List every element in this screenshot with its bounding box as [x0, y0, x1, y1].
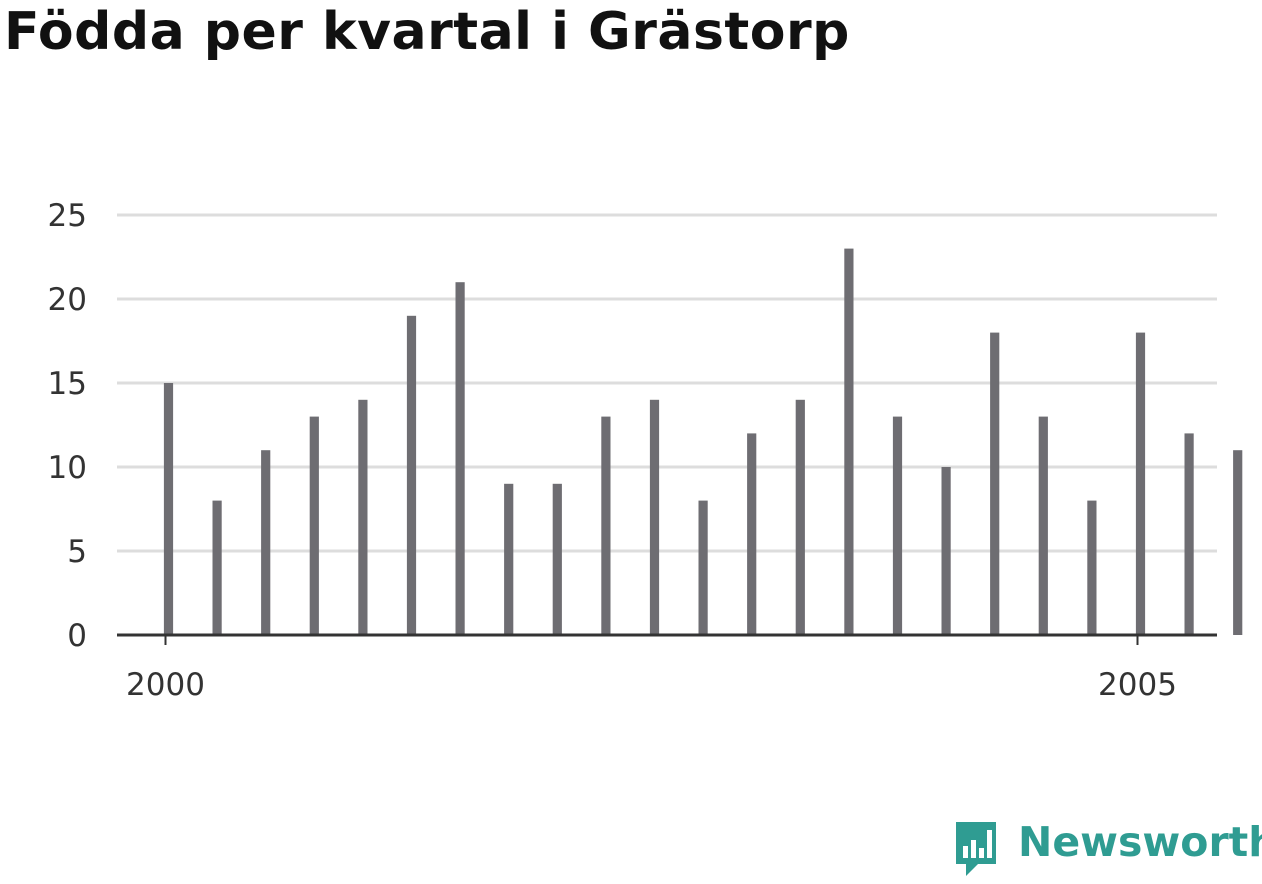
bar: [1184, 433, 1194, 635]
y-tick-label: 0: [67, 618, 87, 654]
bar: [601, 416, 611, 635]
bar: [406, 315, 417, 635]
bar: [1135, 332, 1146, 635]
brand-name: Newsworthy: [1018, 818, 1262, 866]
newsworthy-icon: [956, 822, 996, 876]
bar: [795, 399, 805, 635]
bar: [990, 332, 1000, 635]
x-tick-label: 2005: [1098, 667, 1177, 703]
y-tick-label: 25: [48, 198, 87, 234]
bar: [892, 416, 903, 635]
bar: [504, 483, 514, 635]
bar: [698, 500, 708, 635]
gridlines: [117, 213, 1217, 553]
y-tick-label: 10: [48, 450, 87, 486]
bar: [309, 416, 319, 635]
bar: [1233, 450, 1243, 635]
bar: [552, 483, 562, 635]
bar: [844, 248, 854, 635]
y-tick-label: 15: [48, 366, 87, 402]
y-tick-label: 5: [67, 534, 87, 570]
y-tick-label: 20: [48, 282, 87, 318]
x-axis-ticks: 200020052010201520202025: [126, 635, 1177, 703]
x-tick-label: 2000: [126, 667, 205, 703]
bar: [941, 467, 951, 635]
bars: [163, 248, 1243, 635]
bar: [212, 500, 222, 635]
bar: [1087, 500, 1097, 635]
bar: [261, 450, 271, 635]
bar: [163, 383, 174, 635]
bar: [747, 433, 757, 635]
bar: [1038, 416, 1048, 635]
chart-title: Födda per kvartal i Grästorp: [4, 2, 850, 62]
bar: [455, 282, 465, 635]
bar: [358, 399, 368, 635]
newsworthy-logo: Newsworthy: [952, 818, 1262, 880]
y-axis-ticks: 0 5 10 15 20 25: [48, 198, 87, 654]
bar: [649, 399, 660, 635]
